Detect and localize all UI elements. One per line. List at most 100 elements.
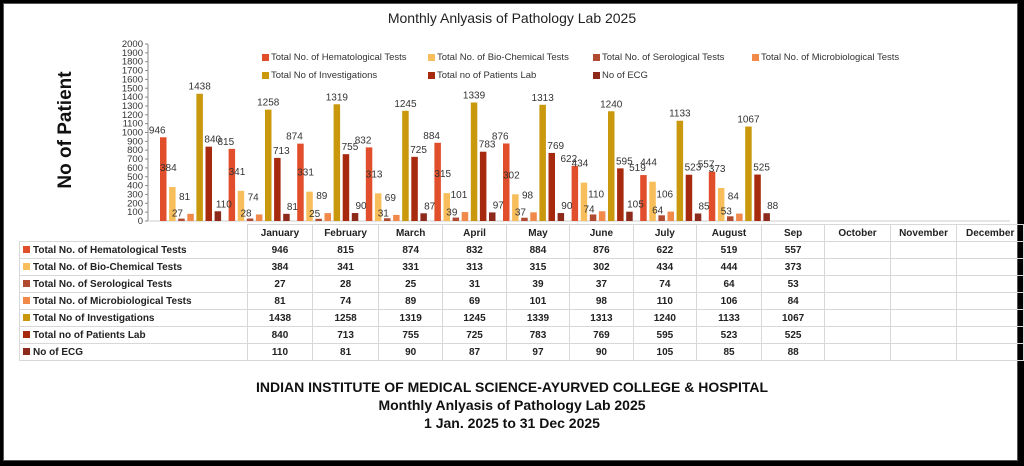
month-header: January <box>246 224 314 242</box>
table-cell: 519 <box>696 241 762 259</box>
table-cell: 331 <box>378 258 444 276</box>
data-label: 713 <box>273 146 290 157</box>
bar-7-july <box>626 211 633 221</box>
data-label: 110 <box>216 199 232 210</box>
row-label: No of ECG <box>19 343 248 361</box>
table-cell: 81 <box>246 292 314 310</box>
table-cell: 302 <box>569 258 634 276</box>
month-header: February <box>312 224 380 242</box>
data-label: 725 <box>410 145 427 156</box>
bar-5-march <box>333 104 341 221</box>
data-label: 69 <box>385 193 397 204</box>
data-label: 557 <box>698 160 715 171</box>
table-cell: 444 <box>696 258 762 276</box>
row-label: Total No. of Serological Tests <box>19 275 248 293</box>
row-swatch <box>23 263 30 271</box>
data-label: 105 <box>627 200 644 211</box>
date-range: 1 Jan. 2025 to 31 Dec 2025 <box>424 415 600 431</box>
data-label: 595 <box>616 156 633 167</box>
legend-item: Total No. of Hematological Tests <box>262 52 407 63</box>
table-cell: 341 <box>312 258 380 276</box>
data-label: 98 <box>522 190 534 201</box>
table-row: Total No of Investigations 1438 1258 1319 12… <box>19 309 1024 327</box>
data-label: 884 <box>423 131 440 142</box>
row-label: Total No. of Bio-Chemical Tests <box>19 258 248 276</box>
table-cell: 1438 <box>246 309 314 327</box>
bar-4-july <box>598 211 606 221</box>
table-cell: 1339 <box>505 309 571 327</box>
table-cell: 874 <box>378 241 444 259</box>
table-cell: 27 <box>246 275 314 293</box>
data-label: 1067 <box>737 115 760 126</box>
table-cell: 946 <box>246 241 314 259</box>
table-cell <box>889 275 958 293</box>
y-tick-label: 1600 <box>122 74 143 85</box>
data-label: 1133 <box>669 109 691 120</box>
legend-swatch <box>593 53 600 61</box>
table-cell <box>889 343 958 361</box>
y-tick-label: 1100 <box>123 119 143 130</box>
table-cell: 1313 <box>569 309 634 327</box>
bar-6-april <box>411 156 418 221</box>
row-label: Total No of Investigations <box>19 309 248 327</box>
data-label: 1438 <box>189 82 212 93</box>
data-label: 85 <box>698 201 710 212</box>
month-header: June <box>569 224 634 242</box>
y-tick-label: 700 <box>127 154 143 165</box>
table-cell: 110 <box>246 343 314 361</box>
data-label: 313 <box>366 169 383 180</box>
bar-4-april <box>393 214 400 221</box>
bar-2-march <box>306 191 313 221</box>
legend-swatch <box>752 53 759 61</box>
y-tick-label: 800 <box>127 145 143 156</box>
bar-6-february <box>274 157 281 221</box>
data-label: 37 <box>515 208 527 219</box>
bar-3-march <box>315 218 322 221</box>
table-cell: 87 <box>442 343 507 361</box>
data-label: 302 <box>503 170 520 181</box>
table-cell: 1245 <box>442 309 507 327</box>
data-label: 90 <box>561 201 573 212</box>
table-cell: 840 <box>246 326 314 344</box>
month-header: December <box>956 224 1024 242</box>
y-tick-label: 100 <box>127 207 143 218</box>
data-label: 87 <box>424 201 436 212</box>
table-cell <box>824 343 891 361</box>
table-cell: 1240 <box>632 309 698 327</box>
data-table: January February March April May June July Augu… <box>19 224 1024 361</box>
table-cell: 384 <box>246 258 314 276</box>
data-label: 840 <box>204 135 221 146</box>
data-label: 31 <box>378 208 390 219</box>
month-header: March <box>378 224 444 242</box>
legend-item: No of ECG <box>593 70 648 81</box>
table-cell: 74 <box>312 292 380 310</box>
bar-4-august <box>667 211 674 221</box>
table-cell: 98 <box>569 292 634 310</box>
table-cell <box>824 241 891 259</box>
table-cell: 755 <box>378 326 444 344</box>
data-label: 81 <box>179 192 191 203</box>
legend-swatch <box>428 53 435 61</box>
legend-label: Total No. of Hematological Tests <box>271 52 407 63</box>
table-cell: 1258 <box>312 309 380 327</box>
data-label: 110 <box>588 189 604 200</box>
y-tick-label: 1800 <box>122 57 143 68</box>
legend-swatch <box>262 71 269 79</box>
data-label: 1339 <box>463 90 486 101</box>
table-cell: 1067 <box>760 309 826 327</box>
table-cell: 769 <box>569 326 634 344</box>
bar-1-sep <box>708 171 716 221</box>
y-tick-label: 1900 <box>122 48 143 59</box>
bar-5-august <box>676 120 684 221</box>
data-label: 434 <box>572 159 589 170</box>
table-cell <box>956 309 1024 327</box>
table-row: Total no of Patients Lab 840 713 755 725 783 7… <box>19 326 1024 344</box>
bar-2-july <box>580 182 588 221</box>
report-title: Monthly Anlyasis of Pathology Lab 2025 <box>378 397 646 413</box>
table-cell <box>889 258 958 276</box>
data-label: 74 <box>583 204 595 215</box>
data-label: 81 <box>287 202 299 213</box>
table-cell: 81 <box>312 343 380 361</box>
chart-title: Monthly Anlyasis of Pathology Lab 2025 <box>387 10 637 26</box>
bar-3-june <box>521 217 528 221</box>
